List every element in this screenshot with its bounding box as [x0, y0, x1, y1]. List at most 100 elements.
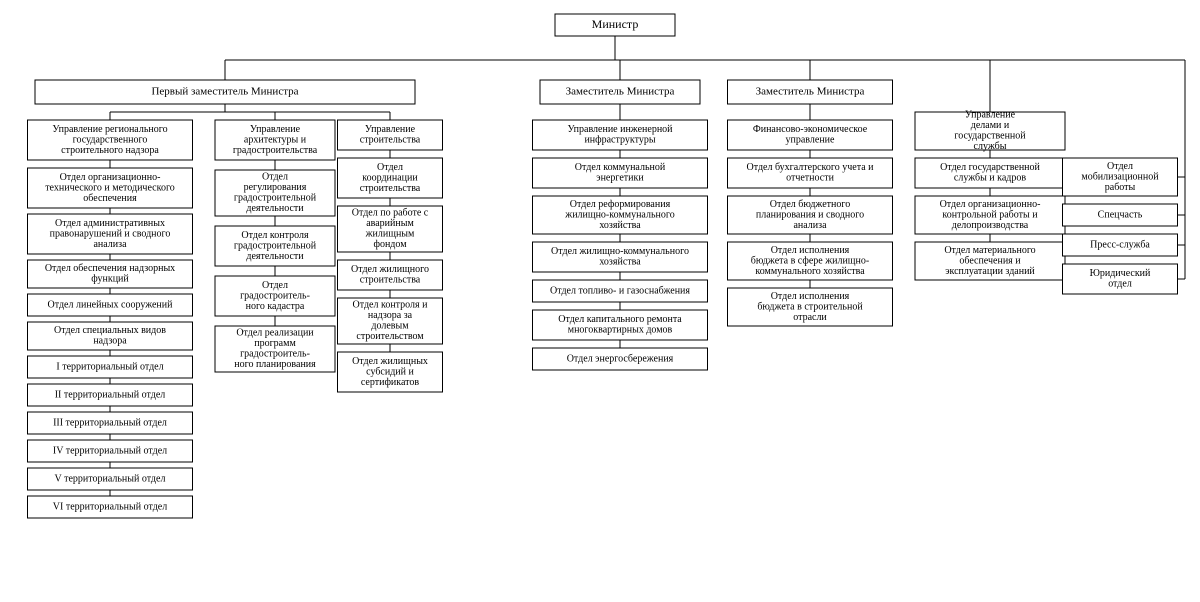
svg-text:отрасли: отрасли [793, 312, 827, 323]
node-c7-1: Спецчасть [1063, 204, 1178, 226]
svg-text:коммунального хозяйства: коммунального хозяйства [755, 266, 865, 277]
svg-text:Отдел топливо- и газоснабжения: Отдел топливо- и газоснабжения [550, 285, 690, 296]
svg-text:Первый заместитель Министра: Первый заместитель Министра [151, 86, 298, 98]
svg-text:IV территориальный отдел: IV территориальный отдел [53, 445, 167, 456]
svg-text:градостроительства: градостроительства [233, 145, 318, 156]
node-c7-3: Юридическийотдел [1063, 264, 1178, 294]
svg-text:государственного: государственного [73, 134, 148, 145]
svg-text:II территориальный отдел: II территориальный отдел [55, 389, 166, 400]
svg-text:аварийным: аварийным [366, 218, 414, 229]
svg-text:Отдел административных: Отдел административных [55, 218, 165, 229]
svg-text:инфраструктуры: инфраструктуры [584, 135, 655, 146]
svg-text:Отдел: Отдел [262, 172, 288, 183]
node-c4-4: Отдел топливо- и газоснабжения [533, 280, 708, 302]
root-node: Министр [555, 14, 675, 36]
svg-text:обеспечения: обеспечения [83, 193, 137, 204]
svg-text:ного планирования: ного планирования [234, 359, 316, 370]
svg-text:Отдел контроля и: Отдел контроля и [353, 300, 429, 311]
svg-text:Министр: Министр [592, 17, 639, 31]
node-c1-7: II территориальный отдел [28, 384, 193, 406]
svg-text:службы: службы [974, 141, 1007, 152]
svg-text:Управление инженерной: Управление инженерной [567, 124, 673, 135]
node-c5-1: Отдел бухгалтерского учета иотчетности [728, 158, 893, 188]
node-c4-5: Отдел капитального ремонтамногоквартирны… [533, 310, 708, 340]
svg-text:бюджета в сфере жилищно-: бюджета в сфере жилищно- [751, 255, 869, 266]
svg-text:Отдел организационно-: Отдел организационно- [60, 172, 161, 183]
svg-text:архитектуры и: архитектуры и [244, 134, 307, 145]
svg-text:Отдел: Отдел [262, 280, 288, 291]
svg-text:деятельности: деятельности [246, 251, 304, 262]
node-c1-5: Отдел специальных видовнадзора [28, 322, 193, 350]
node-c3-1: Отделкоординациистроительства [338, 158, 443, 198]
branch-header-b1: Первый заместитель Министра [35, 80, 415, 104]
svg-text:градостроительной: градостроительной [234, 193, 317, 204]
branch-header-b3: Заместитель Министра [728, 80, 893, 104]
svg-text:надзора: надзора [93, 336, 127, 347]
node-c2-4: Отдел реализациипрограммградостроитель-н… [215, 326, 335, 372]
branch-header-b2: Заместитель Министра [540, 80, 700, 104]
svg-text:ного кадастра: ного кадастра [246, 301, 305, 312]
svg-text:Управление: Управление [250, 124, 301, 135]
node-c4-1: Отдел коммунальнойэнергетики [533, 158, 708, 188]
svg-text:I территориальный отдел: I территориальный отдел [56, 361, 163, 372]
svg-text:субсидий и: субсидий и [366, 366, 414, 377]
svg-text:Заместитель Министра: Заместитель Министра [566, 86, 675, 98]
svg-text:программ: программ [254, 338, 296, 349]
svg-text:Отдел: Отдел [1107, 161, 1133, 172]
node-c3-2: Отдел по работе саварийнымжилищнымфондом [338, 206, 443, 252]
node-c1-2: Отдел административныхправонарушений и с… [28, 214, 193, 254]
node-c5-4: Отдел исполнениябюджета в строительнойот… [728, 288, 893, 326]
svg-text:Отдел реализации: Отдел реализации [236, 328, 314, 339]
node-c4-3: Отдел жилищно-коммунальногохозяйства [533, 242, 708, 272]
svg-text:Юридический: Юридический [1090, 268, 1151, 279]
svg-text:эксплуатации зданий: эксплуатации зданий [945, 266, 1035, 277]
svg-text:Отдел специальных видов: Отдел специальных видов [54, 325, 166, 336]
svg-text:Отдел исполнения: Отдел исполнения [771, 291, 850, 302]
node-c6-1: Отдел государственнойслужбы и кадров [915, 158, 1065, 188]
svg-text:технического и методического: технического и методического [45, 182, 175, 193]
svg-text:анализа: анализа [793, 220, 827, 231]
node-c7-2: Пресс-служба [1063, 234, 1178, 256]
svg-text:деятельности: деятельности [246, 203, 304, 214]
svg-text:Спецчасть: Спецчасть [1098, 209, 1143, 220]
svg-text:строительства: строительства [360, 183, 421, 194]
node-c1-1: Отдел организационно-технического и мето… [28, 168, 193, 208]
svg-text:анализа: анализа [93, 239, 127, 250]
svg-text:надзора за: надзора за [368, 310, 413, 321]
svg-text:правонарушений и сводного: правонарушений и сводного [50, 228, 171, 239]
svg-text:отчетности: отчетности [786, 173, 834, 184]
svg-text:долевым: долевым [371, 321, 409, 332]
svg-text:V территориальный отдел: V территориальный отдел [55, 473, 166, 484]
svg-text:строительства: строительства [360, 275, 421, 286]
node-c7-0: Отделмобилизационнойработы [1063, 158, 1178, 196]
svg-text:строительного надзора: строительного надзора [61, 145, 159, 156]
node-c1-0: Управление региональногогосударственного… [28, 120, 193, 160]
svg-text:Отдел государственной: Отдел государственной [940, 162, 1040, 173]
svg-text:Управление: Управление [965, 110, 1016, 121]
svg-text:отдел: отдел [1108, 279, 1132, 290]
node-c4-6: Отдел энергосбережения [533, 348, 708, 370]
svg-text:Финансово-экономическое: Финансово-экономическое [753, 124, 868, 135]
svg-text:Отдел жилищных: Отдел жилищных [352, 356, 428, 367]
svg-text:государственной: государственной [954, 131, 1026, 142]
node-c3-0: Управлениестроительства [338, 120, 443, 150]
svg-text:градостроитель-: градостроитель- [240, 349, 310, 360]
svg-text:Отдел организационно-: Отдел организационно- [940, 199, 1041, 210]
svg-text:управление: управление [786, 135, 836, 146]
svg-text:энергетики: энергетики [596, 173, 644, 184]
svg-text:хозяйства: хозяйства [599, 220, 641, 231]
svg-text:регулирования: регулирования [244, 182, 307, 193]
svg-text:Заместитель Министра: Заместитель Министра [756, 86, 865, 98]
node-c1-3: Отдел обеспечения надзорныхфункций [28, 260, 193, 288]
svg-text:Пресс-служба: Пресс-служба [1090, 239, 1150, 250]
svg-text:Отдел бухгалтерского учета и: Отдел бухгалтерского учета и [746, 162, 874, 173]
svg-text:жилищным: жилищным [365, 229, 415, 240]
svg-text:обеспечения и: обеспечения и [959, 255, 1021, 266]
svg-text:Отдел: Отдел [377, 162, 403, 173]
svg-text:службы и кадров: службы и кадров [954, 173, 1026, 184]
svg-text:фондом: фондом [373, 239, 407, 250]
svg-text:Отдел исполнения: Отдел исполнения [771, 245, 850, 256]
svg-text:градостроитель-: градостроитель- [240, 290, 310, 301]
node-c2-3: Отделградостроитель-ного кадастра [215, 276, 335, 316]
node-c6-0: Управлениеделами игосударственнойслужбы [915, 110, 1065, 153]
